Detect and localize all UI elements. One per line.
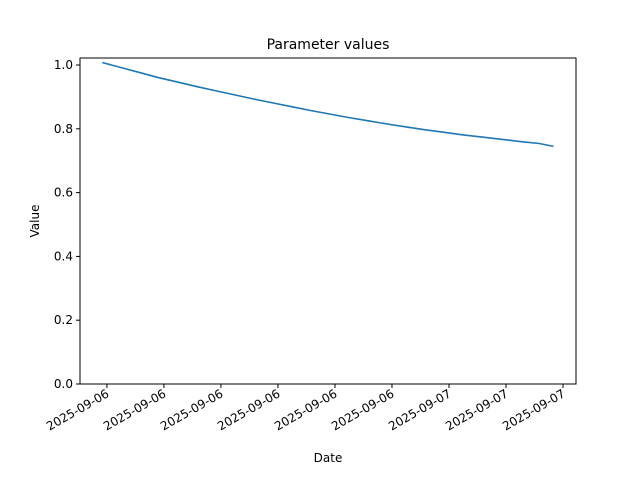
y-tick-label: 0.2 <box>54 313 73 327</box>
series-line <box>101 61 554 148</box>
y-tick-label: 0.8 <box>54 122 73 136</box>
chart-title: Parameter values <box>267 37 390 53</box>
y-tick-label: 0.0 <box>54 377 73 391</box>
plot-frame <box>79 57 577 385</box>
x-tick-label: 2025-09-07 <box>500 386 567 433</box>
y-axis-label: Value <box>28 205 42 238</box>
x-tick-label: 2025-09-07 <box>386 386 453 433</box>
x-axis-label: Date <box>314 451 343 465</box>
x-tick-label: 2025-09-06 <box>44 386 111 433</box>
x-tick-label: 2025-09-06 <box>329 386 396 433</box>
y-tick-label: 0.4 <box>54 249 73 263</box>
x-tick-label: 2025-09-06 <box>215 386 282 433</box>
x-tick-label: 2025-09-07 <box>443 386 510 433</box>
y-tick-label: 0.6 <box>54 186 73 200</box>
x-tick-label: 2025-09-06 <box>272 386 339 433</box>
x-tick-label: 2025-09-06 <box>101 386 168 433</box>
y-tick-label: 1.0 <box>54 58 73 72</box>
x-tick-label: 2025-09-06 <box>158 386 225 433</box>
